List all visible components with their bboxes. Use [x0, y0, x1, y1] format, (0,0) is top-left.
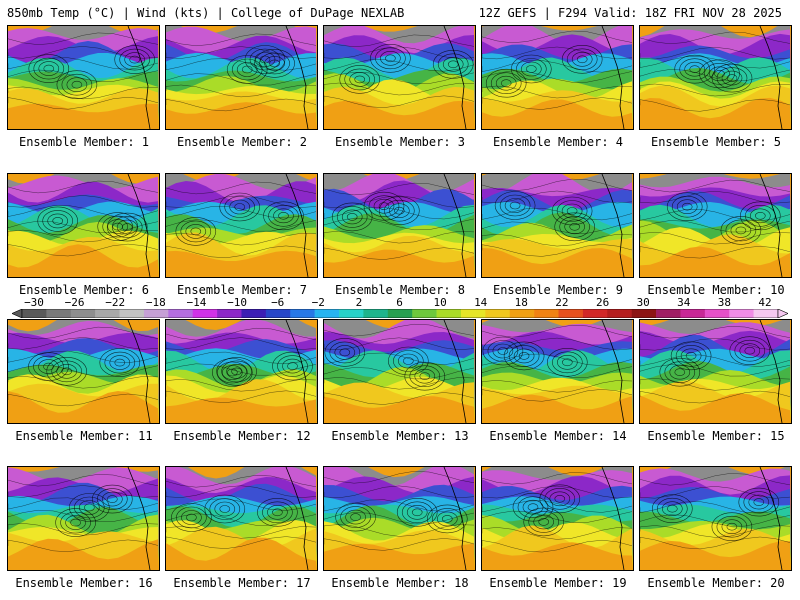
forecast-map — [7, 466, 160, 571]
member-caption: Ensemble Member: 14 — [489, 429, 627, 443]
forecast-map — [323, 173, 476, 278]
forecast-map — [323, 466, 476, 571]
forecast-map — [165, 319, 318, 424]
forecast-map — [639, 25, 792, 130]
forecast-map — [639, 173, 792, 278]
map-title: 850mb Temp (°C) | Wind (kts) | College o… — [7, 6, 405, 20]
forecast-map — [481, 173, 634, 278]
member-caption: Ensemble Member: 17 — [173, 576, 311, 590]
forecast-map — [7, 25, 160, 130]
member-caption: Ensemble Member: 12 — [173, 429, 311, 443]
member-caption: Ensemble Member: 4 — [492, 135, 624, 149]
forecast-map — [323, 319, 476, 424]
member-caption: Ensemble Member: 7 — [176, 283, 308, 297]
member-caption: Ensemble Member: 10 — [647, 283, 785, 297]
member-caption: Ensemble Member: 2 — [176, 135, 308, 149]
member-caption: Ensemble Member: 18 — [331, 576, 469, 590]
member-caption: Ensemble Member: 8 — [334, 283, 466, 297]
member-caption: Ensemble Member: 20 — [647, 576, 785, 590]
forecast-map — [639, 319, 792, 424]
member-caption: Ensemble Member: 9 — [492, 283, 624, 297]
forecast-map — [7, 319, 160, 424]
member-caption: Ensemble Member: 15 — [647, 429, 785, 443]
member-caption: Ensemble Member: 19 — [489, 576, 627, 590]
forecast-map — [481, 319, 634, 424]
member-caption: Ensemble Member: 3 — [334, 135, 466, 149]
member-caption: Ensemble Member: 5 — [650, 135, 782, 149]
forecast-map — [165, 466, 318, 571]
member-caption: Ensemble Member: 16 — [15, 576, 153, 590]
forecast-map — [639, 466, 792, 571]
member-caption: Ensemble Member: 13 — [331, 429, 469, 443]
forecast-map — [165, 25, 318, 130]
forecast-map — [481, 466, 634, 571]
forecast-map — [165, 173, 318, 278]
forecast-map — [7, 173, 160, 278]
member-caption: Ensemble Member: 1 — [18, 135, 150, 149]
member-caption: Ensemble Member: 11 — [15, 429, 153, 443]
run-valid-time: 12Z GEFS | F294 Valid: 18Z FRI NOV 28 20… — [478, 6, 782, 20]
member-caption: Ensemble Member: 6 — [18, 283, 150, 297]
forecast-map — [481, 25, 634, 130]
forecast-map — [323, 25, 476, 130]
